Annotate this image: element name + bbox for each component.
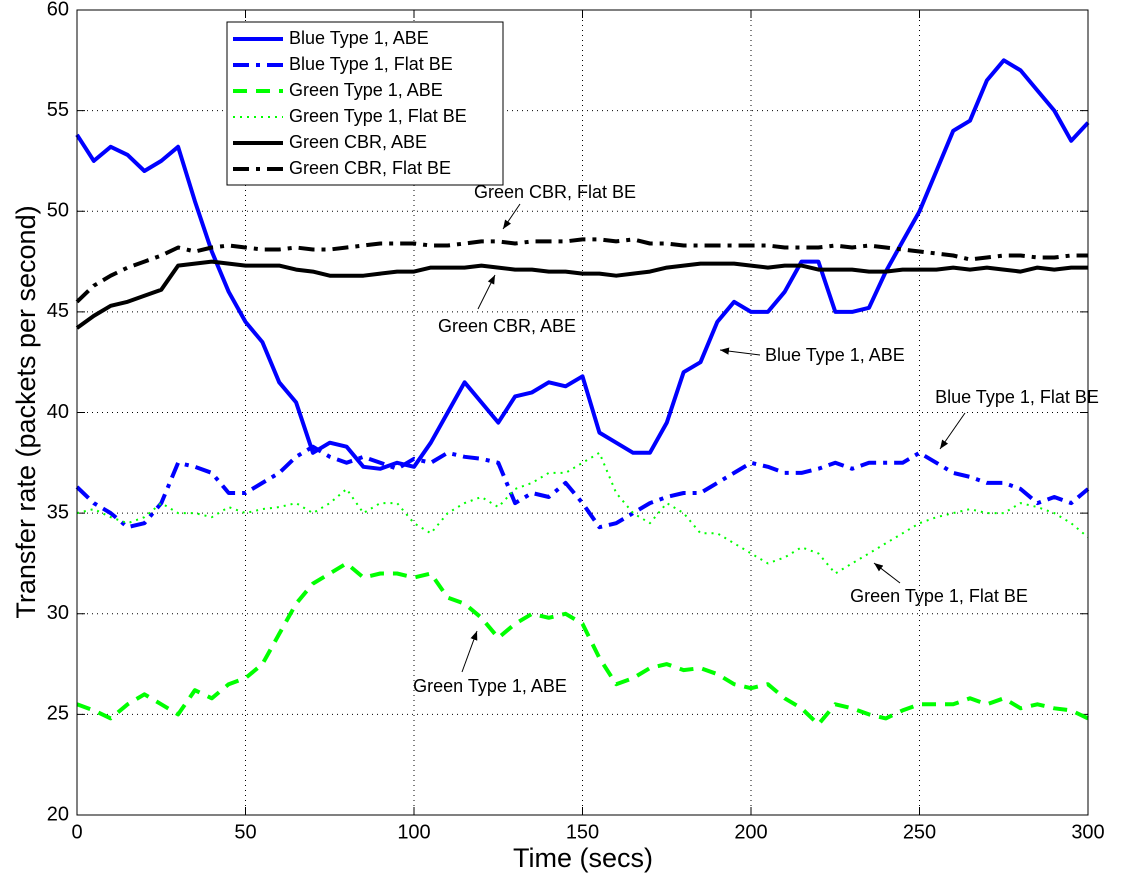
legend-box bbox=[226, 21, 504, 186]
y-tick-label: 55 bbox=[47, 99, 69, 121]
annotation: Green Type 1, Flat BE bbox=[850, 586, 1028, 606]
legend-label: Green CBR, Flat BE bbox=[289, 158, 451, 178]
legend-label: Blue Type 1, ABE bbox=[289, 28, 429, 48]
series-line bbox=[75, 237, 1088, 304]
legend: Blue Type 1, ABE Blue Type 1, Flat BE Gree… bbox=[226, 21, 504, 186]
x-tick-label: 50 bbox=[234, 821, 256, 843]
series-line bbox=[75, 58, 1090, 471]
x-tick-label: 100 bbox=[397, 821, 430, 843]
annotation-arrow bbox=[719, 347, 761, 356]
series-line bbox=[75, 259, 1088, 330]
legend-label: Blue Type 1, Flat BE bbox=[289, 54, 453, 74]
y-tick-label: 20 bbox=[47, 803, 69, 825]
annotation-arrow bbox=[477, 274, 496, 310]
x-tick-label: 200 bbox=[734, 821, 767, 843]
y-tick-label: 40 bbox=[47, 401, 69, 423]
x-axis-label: Time (secs) bbox=[513, 843, 653, 873]
annotation: Blue Type 1, Flat BE bbox=[935, 387, 1099, 407]
y-tick-label: 60 bbox=[47, 0, 69, 20]
series-line bbox=[76, 561, 1089, 727]
annotation: Green CBR, ABE bbox=[438, 316, 576, 336]
annotation: Green Type 1, ABE bbox=[413, 676, 567, 696]
x-tick-label: 0 bbox=[71, 821, 82, 843]
annotation-arrow bbox=[873, 562, 901, 584]
annotation: Blue Type 1, ABE bbox=[765, 345, 905, 365]
annotation-arrow bbox=[939, 412, 966, 450]
annotation-arrow bbox=[461, 630, 478, 673]
y-tick-label: 25 bbox=[47, 703, 69, 725]
y-tick-label: 45 bbox=[47, 300, 69, 322]
plot-frame bbox=[76, 9, 1089, 816]
y-tick-label: 50 bbox=[47, 200, 69, 222]
x-tick-label: 150 bbox=[566, 821, 599, 843]
x-tick-label: 300 bbox=[1071, 821, 1104, 843]
annotation: Green CBR, Flat BE bbox=[474, 182, 636, 202]
y-tick-label: 30 bbox=[47, 602, 69, 624]
x-tick-label: 250 bbox=[903, 821, 936, 843]
legend-label: Green Type 1, Flat BE bbox=[289, 106, 467, 126]
y-tick-label: 35 bbox=[47, 501, 69, 523]
annotation-arrow bbox=[502, 203, 521, 230]
legend-label: Green Type 1, ABE bbox=[289, 80, 443, 100]
series-line bbox=[75, 444, 1090, 530]
legend-label: Green CBR, ABE bbox=[289, 132, 427, 152]
y-axis-label: Transfer rate (packets per second) bbox=[11, 205, 41, 618]
